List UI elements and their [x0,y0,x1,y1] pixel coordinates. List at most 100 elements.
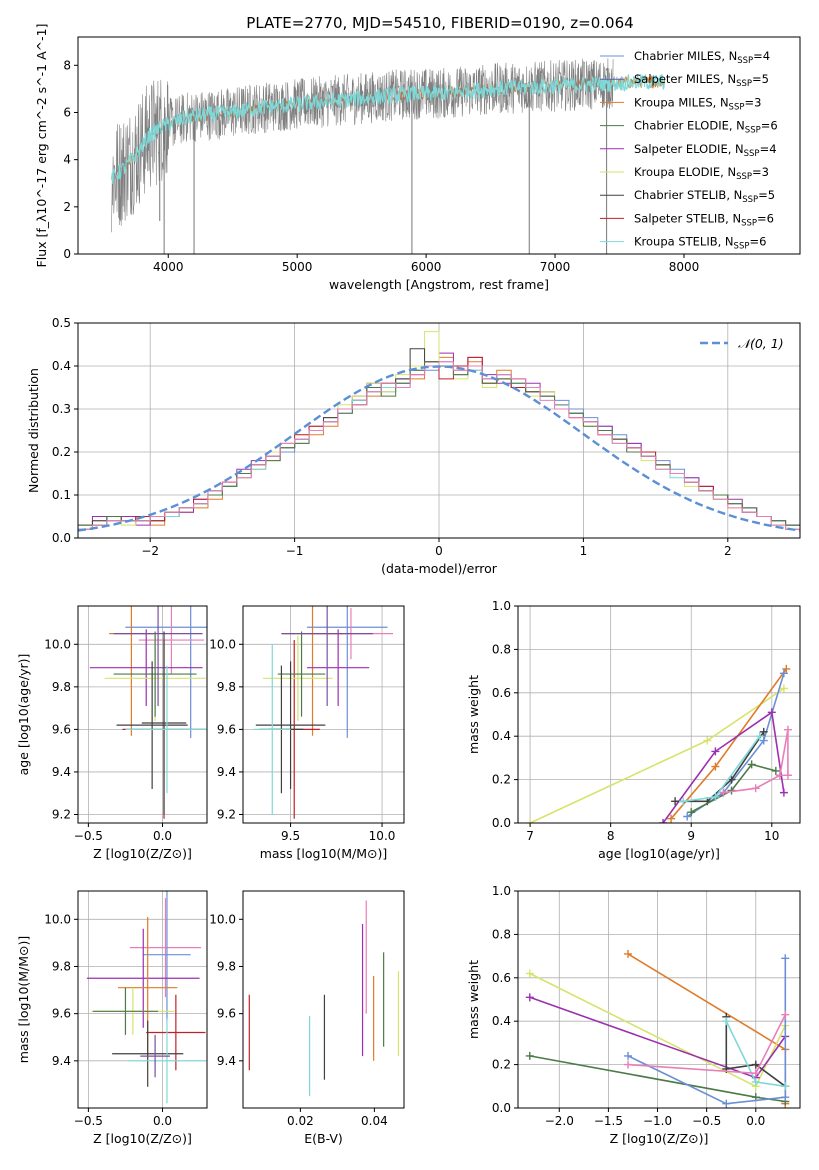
x-tick-label: 4000 [153,260,184,274]
legend-label: 𝒩(0, 1) [738,336,784,351]
y-tick-label: 0.0 [492,816,511,830]
y-tick-label: 10.0 [209,912,236,926]
x-tick-label: 7 [526,829,534,843]
residual-legend: 𝒩(0, 1) [700,336,784,351]
weight-marker [779,788,788,797]
plot-area-ebv-mass [248,900,400,1097]
y-tick-label: 9.2 [217,807,236,821]
figure-title: PLATE=2770, MJD=54510, FIBERID=0190, z=0… [246,14,633,32]
weight-marker [759,736,768,745]
y-tick-label: 0.8 [492,642,511,656]
x-tick-label: −1 [286,544,304,558]
x-tick-label: 6000 [411,260,442,274]
y-tick-label: 9.8 [217,680,236,694]
legend-label: Kroupa ELODIE, NSSP=3 [634,165,769,182]
x-tick-label: −0.5 [74,1114,103,1128]
y-tick-label: 9.8 [52,959,71,973]
weight-marker [722,1017,731,1026]
weight-marker [759,727,768,736]
legend-label: Salpeter ELODIE, NSSP=4 [634,142,777,159]
y-tick-label: 9.4 [52,765,71,779]
weight-marker [751,1060,760,1069]
x-axis-label: Z [log10(Z/Z⊙)] [93,1131,192,1146]
x-tick-label: 1 [580,544,588,558]
panel-ebv-mass: 0.02 0.04 9.4 9.6 9.8 10.0 E(B-V) [209,890,405,1146]
weight-marker [525,1051,534,1060]
weight-marker [711,747,720,756]
legend-label: Chabrier ELODIE, NSSP=6 [634,119,778,136]
x-tick-label: 8 [607,829,615,843]
weight-marker [751,784,760,793]
plot-area-mass-age [253,606,394,819]
x-tick-label: 10.0 [369,829,396,843]
y-tick-label: 9.4 [52,1054,71,1068]
weight-marker [755,732,764,741]
weight-marker [771,766,780,775]
axes-frame [77,36,801,255]
weight-marker [683,812,692,821]
x-tick-label: 5000 [282,260,313,274]
weight-marker [711,792,720,801]
weight-marker [781,954,790,963]
weight-marker [783,725,792,734]
y-tick-label: 9.6 [52,722,71,736]
panel-age-weight: 7 8 9 10 0.0 0.2 0.4 0.6 0.8 1.0 age [log10(age/yr… [466,599,801,861]
legend-label: Chabrier MILES, NSSP=4 [634,49,770,66]
y-tick-label: 0.6 [492,971,511,985]
x-tick-label: 0 [435,544,443,558]
panel-mass-age: 9.5 10.0 9.2 9.4 9.6 9.8 10.0 mass [log10(M/M⊙)… [209,605,405,861]
x-tick-label: 0.02 [287,1114,314,1128]
observed-spectrum [111,58,614,233]
model-spectrum-cyan [110,74,666,185]
y-tick-label: 0.3 [52,402,71,416]
weight-marker [783,771,792,780]
y-tick-label: 6 [63,105,71,119]
x-tick-label: −2 [141,544,159,558]
weight-marker [751,1069,760,1078]
plot-area-z-mass [86,891,206,1104]
y-tick-label: 0.2 [492,1058,511,1072]
y-tick-label: 9.8 [52,680,71,694]
axes-frame [242,605,405,824]
y-tick-label: 9.6 [217,1007,236,1021]
axes-frame [517,890,801,1109]
panel-z-mass: −0.5 0.0 9.4 9.6 9.8 10.0 Z [log10(Z/Z⊙)] mass … [16,890,208,1146]
x-tick-label: 8000 [669,260,700,274]
x-axis-label: age [log10(age/yr)] [598,846,720,861]
weight-marker [687,808,696,817]
weight-line-chabrier-miles [627,958,787,1105]
x-tick-label: 0.0 [153,829,172,843]
x-axis-label: Z [log10(Z/Z⊙)] [93,846,192,861]
x-axis-label: mass [log10(M/M⊙)] [260,846,388,861]
legend-label: Salpeter STELIB, NSSP=6 [634,211,774,228]
y-tick-label: 0.6 [492,686,511,700]
weight-marker [624,1060,633,1069]
x-tick-label: −1.0 [643,1114,672,1128]
y-tick-label: 1.0 [492,884,511,898]
y-tick-label: 0.0 [52,531,71,545]
y-tick-label: 9.6 [52,1007,71,1021]
weight-line-chabrier-elodie [690,763,777,813]
x-tick-label: 10 [764,829,779,843]
weight-marker [719,788,728,797]
y-tick-label: 9.4 [217,765,236,779]
y-tick-label: 0.2 [52,445,71,459]
y-tick-label: 10.0 [44,912,71,926]
weight-marker [782,664,791,673]
y-tick-label: 8 [63,58,71,72]
weight-marker [775,771,784,780]
weight-marker [722,1099,731,1108]
x-tick-label: 2 [724,544,732,558]
y-tick-label: 0.2 [492,773,511,787]
axes-frame [517,605,801,824]
weight-line-salpeter-elodie [662,710,785,823]
weight-marker [781,1082,790,1091]
weight-marker [526,819,535,823]
x-tick-label: −0.5 [692,1114,721,1128]
y-tick-label: 4 [63,153,71,167]
y-axis-label: mass weight [466,675,481,754]
x-tick-label: −1.5 [594,1114,623,1128]
panel-residuals: −2 −1 0 1 2 0.0 0.1 0.2 0.3 0.4 0.5 (data-model)/er… [26,316,801,576]
y-tick-label: 0.4 [492,1014,511,1028]
y-tick-label: 10.0 [209,637,236,651]
